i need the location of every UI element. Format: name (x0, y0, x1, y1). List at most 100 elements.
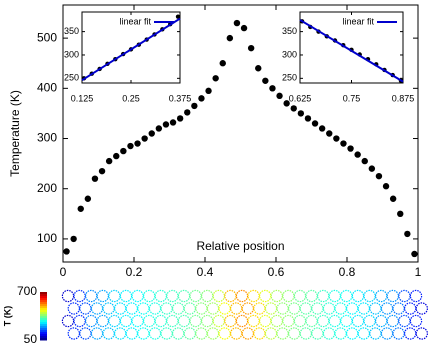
lattice-atom (305, 314, 318, 328)
lattice-atom (84, 289, 98, 303)
data-point (269, 85, 276, 92)
data-point (70, 235, 77, 243)
x-axis-label: Relative position (196, 239, 284, 253)
lattice-atom (90, 327, 104, 340)
lattice-atom (282, 289, 295, 303)
lattice-atom (206, 302, 220, 315)
lattice-atom (113, 327, 127, 340)
data-point (175, 14, 181, 19)
colorbar-slice (40, 300, 47, 303)
lattice-atom (392, 302, 405, 315)
data-point (127, 142, 134, 150)
x-tick-label: 0.2 (126, 265, 143, 279)
lattice-atom (218, 302, 231, 315)
data-point (276, 92, 283, 100)
lattice-atom (171, 327, 185, 340)
lattice-atom (299, 327, 312, 340)
data-point (240, 24, 248, 32)
lattice-atom (108, 289, 121, 303)
lattice-atom (137, 327, 150, 340)
colorbar-slice (40, 312, 47, 315)
lattice-atom (288, 327, 301, 340)
data-point (84, 195, 92, 202)
data-point (148, 130, 155, 137)
y-tick-label: 100 (37, 231, 57, 245)
lattice-atom (328, 289, 341, 303)
data-point (113, 152, 120, 160)
data-point (297, 110, 305, 117)
lattice-atom (322, 302, 336, 315)
lattice-atom (409, 314, 423, 328)
colorbar-slice (40, 326, 47, 329)
x-tick-label: 1 (415, 265, 422, 279)
lattice-atom (96, 314, 110, 328)
lattice-atom (119, 289, 133, 303)
lattice-atom (142, 289, 156, 303)
lattice-atom (293, 289, 307, 303)
lattice-atom (398, 314, 411, 328)
lattice-atom (61, 289, 75, 303)
data-point (120, 147, 127, 155)
lattice-atom (386, 314, 399, 328)
lattice-atom (276, 302, 289, 315)
x-tick-label: 0.75 (343, 93, 361, 103)
lattice-atom (357, 302, 370, 315)
lattice-atom (351, 314, 365, 328)
lattice-atom (369, 302, 382, 315)
lattice-atom (102, 327, 115, 340)
colorbar-label: T (K) (2, 306, 12, 327)
data-point (63, 248, 70, 255)
lattice-atom (380, 327, 394, 340)
lattice-atom (404, 327, 417, 340)
lattice-atom (96, 289, 110, 303)
lattice-atom (270, 314, 283, 328)
colorbar-slice (40, 298, 47, 301)
lattice-atom (334, 302, 347, 315)
lattice-atom (154, 289, 167, 303)
data-point (184, 109, 191, 116)
data-point (212, 75, 219, 82)
colorbar-slice (40, 324, 47, 327)
lattice-atom (142, 314, 156, 328)
data-point (77, 205, 84, 212)
y-tick-label: 400 (37, 80, 57, 94)
legend-label: linear fit (342, 16, 374, 26)
lattice-atom (90, 302, 104, 315)
x-tick-label: 0.8 (339, 265, 356, 279)
lattice-atom (177, 314, 191, 328)
lattice-atom (375, 289, 388, 303)
lattice-atom (282, 314, 295, 328)
lattice-atom (415, 327, 428, 340)
x-tick-label: 0.4 (197, 265, 214, 279)
data-point (290, 105, 297, 112)
lattice-atom (218, 327, 231, 340)
lattice-atom (79, 302, 92, 315)
lattice-atom (247, 314, 260, 328)
lattice-atom (137, 302, 150, 315)
colorbar-slice (40, 320, 47, 323)
lattice-atom (224, 289, 237, 303)
lattice-atom (386, 289, 399, 303)
lattice-atom (84, 314, 98, 328)
data-point (326, 130, 333, 137)
data-point (382, 183, 390, 190)
y-tick-label: 350 (282, 26, 297, 36)
data-point (411, 250, 418, 258)
x-tick-label: 0.25 (122, 93, 140, 103)
lattice-atom (183, 302, 196, 315)
lattice-atom (340, 289, 353, 303)
lattice-atom (235, 289, 249, 303)
lattice-atom (264, 327, 278, 340)
lattice-atom (259, 314, 272, 328)
lattice-atom (148, 302, 162, 315)
lattice-atom (241, 327, 254, 340)
lattice-atom (166, 289, 179, 303)
lattice-atom (293, 314, 307, 328)
lattice-atom (113, 302, 127, 315)
lattice-atom (299, 302, 312, 315)
lattice-atom (212, 289, 225, 303)
x-tick-label: 0 (60, 265, 67, 279)
lattice-atom (380, 302, 394, 315)
lattice-atom (154, 314, 167, 328)
